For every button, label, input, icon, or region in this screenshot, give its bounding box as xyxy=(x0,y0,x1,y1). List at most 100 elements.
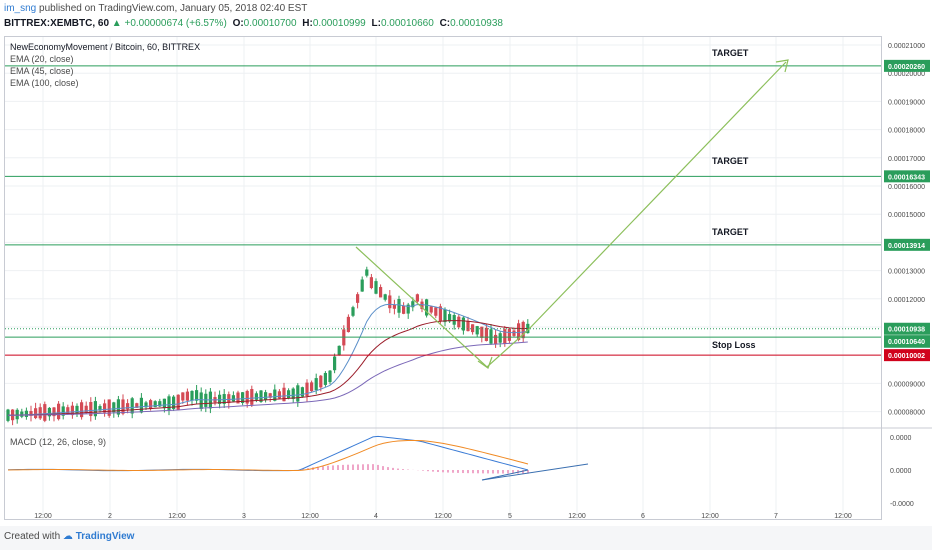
candle-body xyxy=(38,407,42,419)
candle-body xyxy=(24,410,28,417)
open-value: 0.00010700 xyxy=(243,18,297,29)
time-tick: 7 xyxy=(774,513,778,520)
legend-ema100[interactable]: EMA (100, close) xyxy=(10,78,79,88)
candle-body xyxy=(383,294,387,300)
candle-body xyxy=(448,314,452,322)
candle-body xyxy=(498,333,502,343)
candle-body xyxy=(47,407,51,417)
legend-ema45[interactable]: EMA (45, close) xyxy=(10,66,74,76)
candle-body xyxy=(328,370,332,383)
legend-title: NewEconomyMovement / Bitcoin, 60, BITTRE… xyxy=(10,42,201,52)
candle-body xyxy=(245,390,249,404)
candle-body xyxy=(452,315,456,325)
candle-body xyxy=(406,304,410,314)
time-tick: 12:00 xyxy=(834,513,852,520)
candle-body xyxy=(153,401,157,408)
candle-body xyxy=(300,387,304,397)
candle-body xyxy=(480,326,484,338)
price-tick: 0.00009000 xyxy=(888,381,925,388)
price-badge-text: 0.00013914 xyxy=(888,243,925,250)
candle-body xyxy=(291,388,295,400)
target-label-1: TARGET xyxy=(712,48,749,58)
candle-body xyxy=(20,411,24,417)
created-with: Created with ☁ TradingView xyxy=(4,531,134,542)
close-value: 0.00010938 xyxy=(450,18,503,29)
macd-pane xyxy=(7,435,589,481)
candle-body xyxy=(512,330,516,336)
macd-tick: 0.0000 xyxy=(890,435,912,442)
level-lines xyxy=(5,65,881,356)
price-badge xyxy=(884,335,930,348)
time-tick: 5 xyxy=(508,513,512,520)
time-tick: 12:00 xyxy=(434,513,452,520)
candle-body xyxy=(52,407,56,417)
candle-body xyxy=(264,392,268,400)
candle-body xyxy=(75,405,79,415)
chart-grid xyxy=(5,37,932,519)
price-badge-text: 0.00010938 xyxy=(888,327,925,334)
candle-body xyxy=(103,403,107,413)
candle-body xyxy=(34,408,38,419)
candle-body xyxy=(273,389,277,401)
candle-body xyxy=(162,398,166,409)
candle-body xyxy=(517,323,521,340)
candle-body xyxy=(199,392,203,409)
candle-body xyxy=(254,393,258,400)
candle-body xyxy=(489,329,493,344)
candle-body xyxy=(15,409,19,420)
candle-body xyxy=(66,407,70,415)
target-arrow-line xyxy=(527,61,787,331)
candle-body xyxy=(425,299,429,316)
candle-body xyxy=(434,307,438,316)
price-tick: 0.00017000 xyxy=(888,156,925,163)
legend-ema20[interactable]: EMA (20, close) xyxy=(10,54,74,64)
candle-body xyxy=(521,321,525,339)
created-text: Created with xyxy=(4,531,61,542)
publish-header: im_sng published on TradingView.com, Jan… xyxy=(0,0,932,36)
candle-body xyxy=(494,334,498,345)
chart-frame[interactable] xyxy=(4,36,882,520)
tradingview-link[interactable]: TradingView xyxy=(75,531,135,542)
macd-signal-line xyxy=(7,439,529,471)
time-tick: 6 xyxy=(641,513,645,520)
candle-body xyxy=(259,390,263,402)
candle-body xyxy=(360,279,364,292)
price-tick: 0.00021000 xyxy=(888,43,925,50)
candle-body xyxy=(365,269,369,276)
time-tick: 12:00 xyxy=(34,513,52,520)
candle-body xyxy=(310,382,314,392)
price-tick: 0.00019000 xyxy=(888,99,925,106)
candle-body xyxy=(57,403,61,420)
candle-body xyxy=(296,385,300,402)
candlesticks xyxy=(6,266,530,426)
time-tick: 12:00 xyxy=(701,513,719,520)
price-tick: 0.00013000 xyxy=(888,269,925,276)
candle-body xyxy=(144,402,148,408)
candle-body xyxy=(204,393,208,407)
price-axis-labels: 0.00021000 0.00020000 0.00019000 0.00018000… xyxy=(884,43,930,508)
time-tick: 12:00 xyxy=(301,513,319,520)
macd-trendline-lower xyxy=(481,469,529,481)
stop-loss-label: Stop Loss xyxy=(712,340,756,350)
candle-body xyxy=(429,306,433,313)
macd-legend[interactable]: MACD (12, 26, close, 9) xyxy=(10,437,107,447)
candle-body xyxy=(139,397,143,413)
candle-body xyxy=(287,390,291,399)
price-badge-text: 0.00010002 xyxy=(888,353,925,360)
candle-body xyxy=(356,294,360,303)
candle-body xyxy=(126,403,130,410)
high-label: H: xyxy=(302,18,313,29)
price-chart[interactable]: 0.00021000 0.00020000 0.00019000 0.00018000… xyxy=(0,0,932,526)
candle-body xyxy=(503,329,507,344)
target-label-3: TARGET xyxy=(712,227,749,237)
time-axis-labels: 12:00 2 12:00 3 12:00 4 12:00 5 12:00 6 12:00 7 12:0… xyxy=(34,513,852,520)
price-badge xyxy=(884,349,930,362)
author-link[interactable]: im_sng xyxy=(4,3,37,14)
candle-body xyxy=(374,281,378,294)
candle-body xyxy=(475,326,479,335)
candle-body xyxy=(149,400,153,409)
candle-body xyxy=(89,402,93,416)
macd-tick: 0.0000 xyxy=(890,468,912,475)
candle-body xyxy=(135,403,139,408)
ema20-line xyxy=(7,303,528,416)
